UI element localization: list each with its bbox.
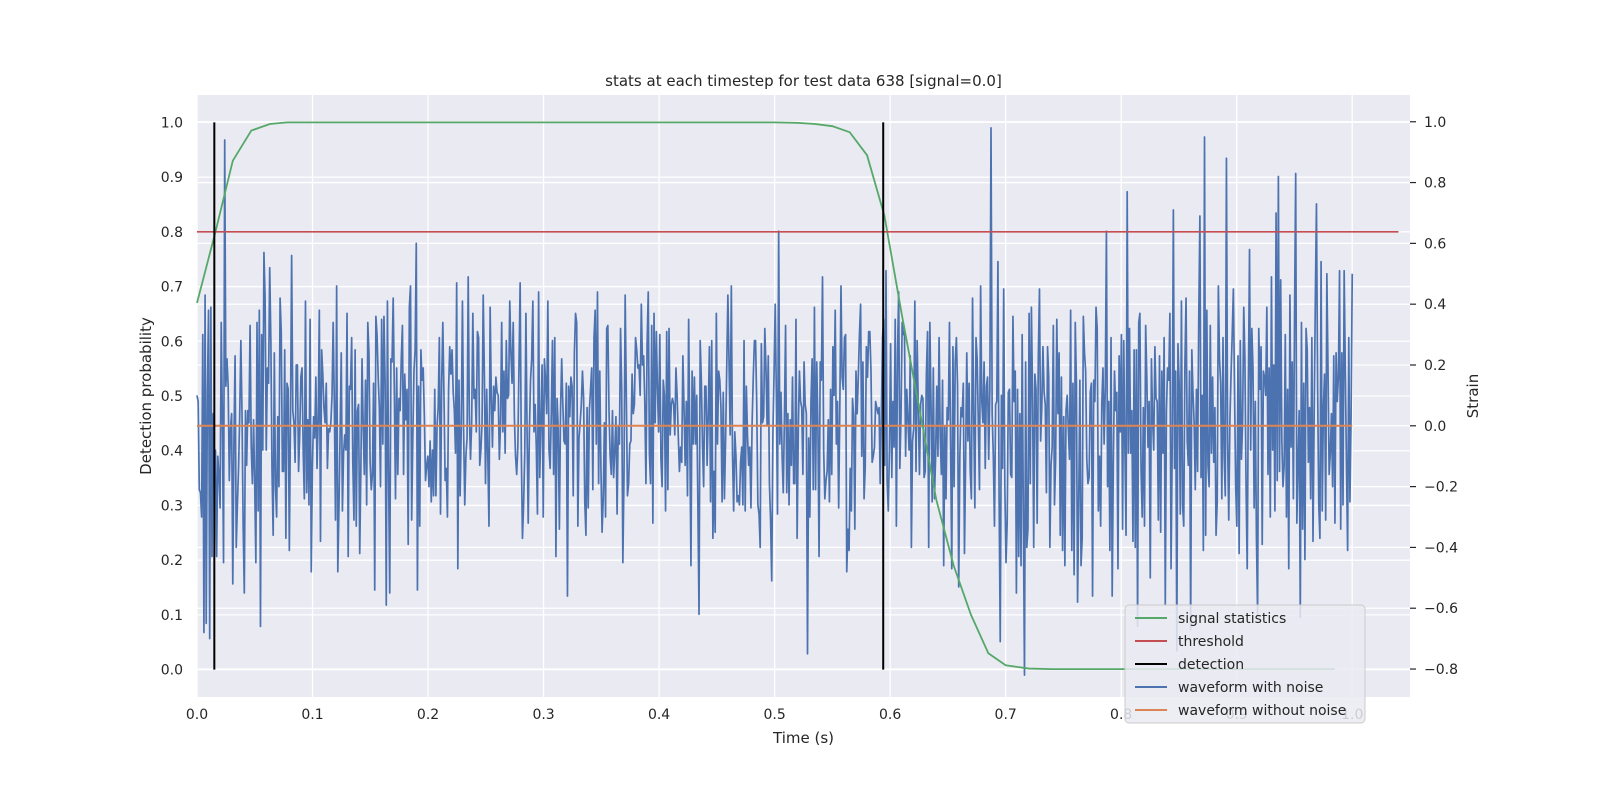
x-tick-label: 0.3 (532, 707, 554, 723)
y2-axis-title: Strain (1464, 374, 1482, 418)
y-tick-label: 0.9 (161, 170, 183, 186)
y2-tick-label: 0.2 (1424, 358, 1446, 374)
y-tick-label: 0.5 (161, 389, 183, 405)
y-axis-title: Detection probability (137, 317, 155, 475)
y2-tick-label: −0.8 (1424, 662, 1458, 678)
y-tick-label: 1.0 (161, 115, 183, 131)
y2-tick-label: −0.2 (1424, 480, 1458, 496)
legend-label: threshold (1178, 634, 1244, 650)
y2-tick-label: 0.6 (1424, 236, 1446, 252)
y-tick-label: 0.6 (161, 334, 183, 350)
y-tick-label: 0.7 (161, 280, 183, 296)
x-tick-label: 0.6 (879, 707, 901, 723)
series-layer (196, 121, 1399, 676)
x-tick-label: 0.5 (763, 707, 785, 723)
x-tick-label: 0.0 (186, 707, 208, 723)
legend-label: waveform without noise (1178, 703, 1346, 719)
series-waveform-with-noise (196, 126, 1354, 676)
legend-label: detection (1178, 657, 1244, 673)
y-tick-label: 0.2 (161, 553, 183, 569)
y2-tick-label: 0.8 (1424, 176, 1446, 192)
y-tick-label: 0.4 (161, 444, 183, 460)
x-tick-label: 0.2 (417, 707, 439, 723)
y-axis-left: 0.0 0.1 0.2 0.3 0.4 0.5 0.6 0.7 0.8 0.9 1.0 (161, 115, 183, 678)
x-axis-title: Time (s) (772, 729, 834, 747)
x-tick-label: 0.1 (301, 707, 323, 723)
legend: signal statistics threshold detection wavef… (1124, 604, 1366, 724)
y-tick-label: 0.1 (161, 608, 183, 624)
legend-label: waveform with noise (1178, 680, 1323, 696)
chart-title: stats at each timestep for test data 638… (605, 72, 1002, 90)
x-tick-label: 0.7 (995, 707, 1017, 723)
y2-tick-label: 0.0 (1424, 419, 1446, 435)
legend-label: signal statistics (1178, 611, 1286, 627)
y2-tick-label: −0.6 (1424, 601, 1458, 617)
legend-box (1124, 604, 1366, 724)
y-tick-label: 0.8 (161, 225, 183, 241)
y-tick-label: 0.3 (161, 498, 183, 514)
y2-tick-label: 0.4 (1424, 297, 1446, 313)
y-axis-right: −0.8 −0.6 −0.4 −0.2 0.0 0.2 0.4 0.6 0.8 1.0 (1410, 115, 1458, 678)
y2-tick-label: 1.0 (1424, 115, 1446, 131)
y2-tick-label: −0.4 (1424, 540, 1458, 556)
series-signal-statistics (196, 121, 1335, 670)
y-tick-label: 0.0 (161, 663, 183, 679)
x-tick-label: 0.4 (648, 707, 670, 723)
